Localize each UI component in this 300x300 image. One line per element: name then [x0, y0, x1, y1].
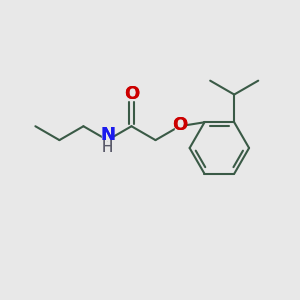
Text: H: H — [102, 140, 113, 154]
Bar — [175, 120, 184, 130]
Text: O: O — [124, 85, 139, 103]
Text: N: N — [100, 126, 115, 144]
Text: O: O — [124, 85, 139, 103]
Text: H: H — [102, 140, 113, 154]
Text: N: N — [100, 126, 115, 144]
Bar — [103, 130, 112, 140]
Text: O: O — [172, 116, 187, 134]
Text: O: O — [172, 116, 187, 134]
Bar — [127, 89, 136, 99]
Bar — [103, 143, 111, 151]
